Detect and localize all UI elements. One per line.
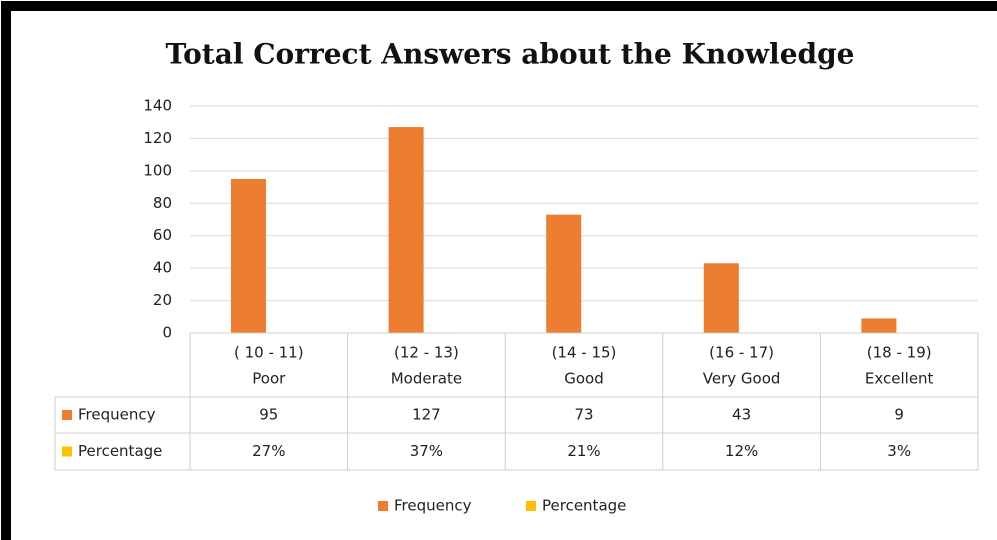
x-tick-label: (12 - 13) [394, 344, 459, 362]
y-tick-label: 0 [162, 324, 172, 342]
table-cell: 3% [887, 442, 911, 460]
y-tick-label: 120 [143, 129, 172, 147]
table-row-label: Percentage [78, 442, 162, 460]
y-tick-label: 80 [153, 194, 172, 212]
legend-label: Percentage [542, 497, 626, 515]
y-tick-label: 140 [143, 97, 172, 115]
x-tick-label: (18 - 19) [867, 344, 932, 362]
x-tick-label: ( 10 - 11) [234, 344, 304, 362]
y-tick-label: 60 [153, 226, 172, 244]
x-tick-label: Excellent [865, 370, 934, 388]
x-tick-label: Moderate [391, 370, 462, 388]
bar [231, 178, 266, 333]
x-tick-label: Very Good [703, 370, 781, 388]
table-cell: 9 [894, 406, 904, 424]
bar [861, 318, 897, 333]
bar [546, 214, 582, 333]
table-cell: 37% [410, 442, 443, 460]
bar [388, 127, 424, 333]
legend-label: Frequency [394, 497, 472, 515]
y-tick-label: 40 [153, 259, 172, 277]
table-legend-key [62, 446, 72, 457]
x-tick-label: (14 - 15) [552, 344, 617, 362]
x-tick-label: (16 - 17) [709, 344, 774, 362]
table-cell: 43 [732, 406, 751, 424]
table-cell: 21% [567, 442, 600, 460]
chart-title: Total Correct Answers about the Knowledg… [166, 38, 855, 71]
table-cell: 73 [574, 406, 593, 424]
table-cell: 95 [259, 406, 278, 424]
x-tick-label: Good [564, 370, 604, 388]
table-row-label: Frequency [78, 406, 156, 424]
y-tick-label: 20 [153, 291, 172, 309]
bar [703, 263, 739, 333]
table-cell: 127 [412, 406, 441, 424]
y-tick-label: 100 [143, 161, 172, 179]
table-legend-key [62, 410, 72, 420]
table-cell: 12% [725, 442, 758, 460]
x-tick-label: Poor [252, 370, 286, 388]
legend-key [378, 501, 388, 511]
table-cell: 27% [252, 442, 285, 460]
legend-key [526, 501, 536, 511]
